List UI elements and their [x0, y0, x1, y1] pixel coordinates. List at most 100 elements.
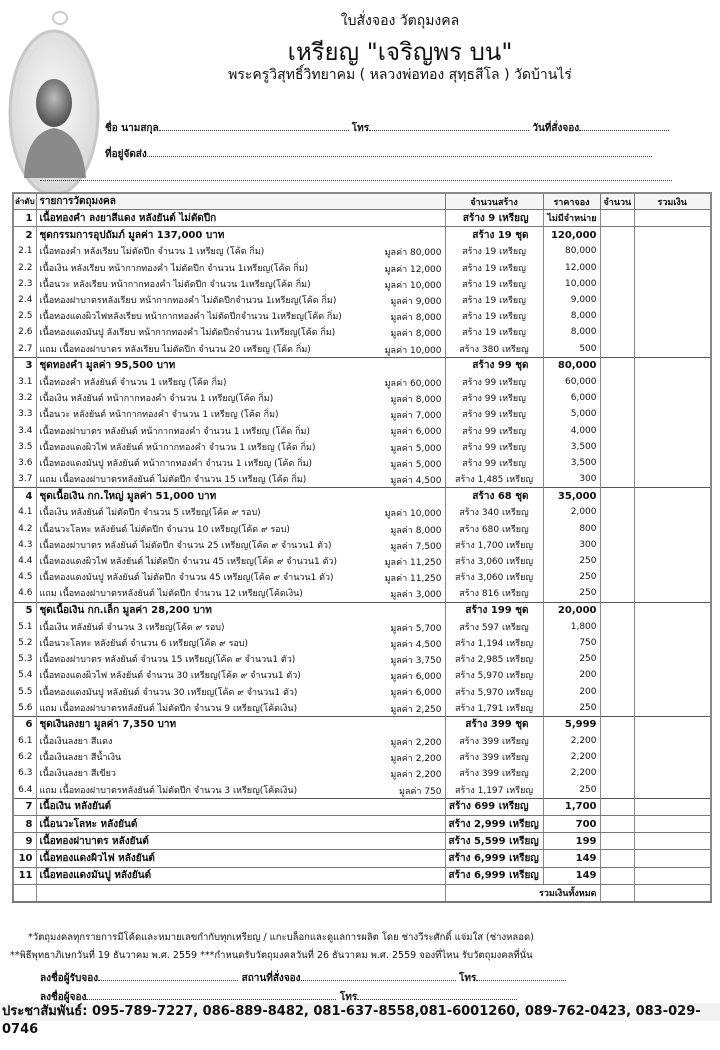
- date-field[interactable]: [579, 120, 670, 131]
- build-count: สร้าง 19 เหรียญ: [444, 291, 544, 309]
- row-number: 4.1: [12, 504, 37, 521]
- item-description: เนื้อทองฝาบาตร หลังยันต์ จำนวน 15 เหรียญ…: [35, 651, 446, 668]
- receiver-row: ลงชื่อผู้รับจอง สถานที่สั่งจอง โทร: [40, 970, 567, 986]
- quantity-input[interactable]: [599, 781, 635, 799]
- line-total: [633, 504, 712, 521]
- name-field[interactable]: [158, 120, 349, 131]
- item-value: มูลค่า 60,000: [384, 378, 442, 389]
- quantity-input[interactable]: [599, 814, 635, 834]
- quantity-input[interactable]: [599, 618, 635, 635]
- row-number: 3.7: [12, 471, 37, 488]
- description-text: เนื้อนวะ หลังยันต์ หน้ากากทองคำ จำนวน 1 …: [39, 410, 279, 421]
- row-number: [12, 883, 37, 903]
- quantity-input[interactable]: [599, 226, 635, 244]
- line-total: [633, 275, 712, 292]
- quantity-input[interactable]: [599, 208, 635, 228]
- description-text: เนื้อเงิน หลังยันต์ จำนวน 3 เหรียญ(โค้ด …: [39, 622, 225, 633]
- phone-field[interactable]: [369, 120, 530, 131]
- item-description: เนื้อเงินลงยา สีน้ำเงิน มูลค่า 2,200: [35, 749, 446, 766]
- quantity-input[interactable]: [599, 422, 635, 439]
- quantity-input[interactable]: [599, 866, 635, 885]
- quantity-input[interactable]: [599, 699, 635, 717]
- quantity-input[interactable]: [599, 275, 635, 292]
- quantity-input[interactable]: [599, 849, 635, 868]
- address-field-2[interactable]: [40, 170, 672, 181]
- reserve-price: 200: [542, 667, 601, 684]
- quantity-input[interactable]: [599, 765, 635, 782]
- table-row: 2.2 เนื้อเงิน หลังเรียบ หน้ากากทองคำ ไม่ต…: [12, 259, 712, 276]
- quantity-input[interactable]: [599, 340, 635, 358]
- line-total: [633, 601, 712, 619]
- receiver-field[interactable]: [98, 970, 239, 981]
- quantity-input[interactable]: [599, 243, 635, 260]
- quantity-input[interactable]: [599, 291, 635, 309]
- quantity-input[interactable]: [599, 454, 635, 471]
- line-total: [633, 208, 712, 228]
- build-count: สร้าง 6,999 เหรียญ: [444, 849, 544, 868]
- description-text: แถม เนื้อทองฝาบาตร หลังเรียบ ไม่ตัดปีก จ…: [39, 344, 311, 355]
- quantity-input[interactable]: [599, 536, 635, 553]
- table-row: 3.6 เนื้อทองแดงมันปู หลังยันต์ หน้ากากทอง…: [12, 454, 712, 471]
- quantity-input[interactable]: [599, 471, 635, 488]
- quantity-input[interactable]: [599, 259, 635, 276]
- quantity-input[interactable]: [599, 373, 635, 391]
- row-number: 2: [12, 226, 37, 244]
- quantity-input[interactable]: [599, 733, 635, 750]
- quantity-input[interactable]: [599, 569, 635, 586]
- col-no: ลำดับ: [12, 192, 37, 210]
- description-text: ชุดกรรมการอุปถัมภ์ มูลค่า 137,000 บาท: [39, 229, 225, 241]
- quantity-input[interactable]: [599, 324, 635, 341]
- quantity-input[interactable]: [599, 683, 635, 700]
- description-text: แถม เนื้อทองฝาบาตรหลังยันต์ ไม่ตัดปีก จำ…: [39, 589, 303, 600]
- orderer-phone-label: โทร: [339, 992, 358, 1003]
- quantity-input[interactable]: [599, 651, 635, 668]
- quantity-input[interactable]: [599, 832, 635, 851]
- grand-total-qty: [599, 883, 635, 903]
- receiver-phone-field[interactable]: [476, 970, 567, 981]
- description-text: เนื้อเงินลงยา สีแดง: [39, 737, 113, 748]
- row-number: 8: [12, 814, 37, 834]
- row-number: 5: [12, 601, 37, 619]
- line-total: [633, 733, 712, 750]
- item-description: เนื้อทองแดงมันปู หลังยันต์ จำนวน 30 เหรี…: [35, 683, 446, 700]
- quantity-input[interactable]: [599, 504, 635, 521]
- quantity-input[interactable]: [599, 487, 635, 505]
- item-description: เนื้อทองแดงมันปู ลังเรียบ หน้ากากทองคำ ไ…: [35, 324, 446, 341]
- quantity-input[interactable]: [599, 601, 635, 619]
- address-field[interactable]: [146, 146, 652, 157]
- quantity-input[interactable]: [599, 797, 635, 816]
- quantity-input[interactable]: [599, 749, 635, 766]
- place-field[interactable]: [300, 970, 456, 981]
- quantity-input[interactable]: [599, 634, 635, 652]
- quantity-input[interactable]: [599, 438, 635, 455]
- description-text: แถม เนื้อทองฝาบาตรหลังยันต์ ไม่ตัดปีก จำ…: [39, 475, 307, 486]
- description-text: เนื้อทองแดงผิวไฟ หลังยันต์ จำนวน 30 เหรี…: [39, 671, 301, 682]
- quantity-input[interactable]: [599, 356, 635, 374]
- item-value: มูลค่า 10,000: [384, 280, 442, 291]
- quantity-input[interactable]: [599, 406, 635, 423]
- orderer-phone-field[interactable]: [357, 989, 518, 1000]
- reserve-price: 120,000: [542, 226, 601, 244]
- quantity-input[interactable]: [599, 552, 635, 570]
- orderer-row: ลงชื่อผู้จอง โทร: [40, 989, 518, 1005]
- order-table: ลำดับ รายการวัตถุมงคล จำนวนสร้าง ราคาจอง…: [12, 192, 712, 903]
- description-text: เนื้อทองคำ หลังยันต์ จำนวน 1 เหรียญ (โค้…: [39, 377, 227, 388]
- item-description: เนื้อทองแดงมันปู หลังยันต์ ไม่ตัดปีก จำน…: [35, 569, 446, 586]
- quantity-input[interactable]: [599, 715, 635, 733]
- build-count: สร้าง 1,700 เหรียญ: [444, 536, 544, 553]
- build-count: สร้าง 2,999 เหรียญ: [444, 814, 544, 834]
- orderer-field[interactable]: [86, 989, 337, 1000]
- note-1: *วัตถุมงคลทุกรายการมีโค้ดและหมายเลขกำกับ…: [28, 932, 534, 943]
- description-text: เนื้อทองฝาบาตร หลังยันต์ หน้ากากทองคำ จำ…: [39, 426, 310, 437]
- grand-total-value: [633, 883, 712, 903]
- col-qty: จำนวน: [599, 192, 635, 210]
- build-count: สร้าง 2,985 เหรียญ: [444, 651, 544, 668]
- quantity-input[interactable]: [599, 585, 635, 602]
- quantity-input[interactable]: [599, 667, 635, 684]
- line-total: [633, 308, 712, 325]
- quantity-input[interactable]: [599, 390, 635, 407]
- row-number: 6.2: [12, 749, 37, 766]
- quantity-input[interactable]: [599, 520, 635, 537]
- item-description: ชุดเนื้อเงิน กก.ใหญ่ มูลค่า 51,000 บาท: [35, 487, 446, 505]
- quantity-input[interactable]: [599, 308, 635, 325]
